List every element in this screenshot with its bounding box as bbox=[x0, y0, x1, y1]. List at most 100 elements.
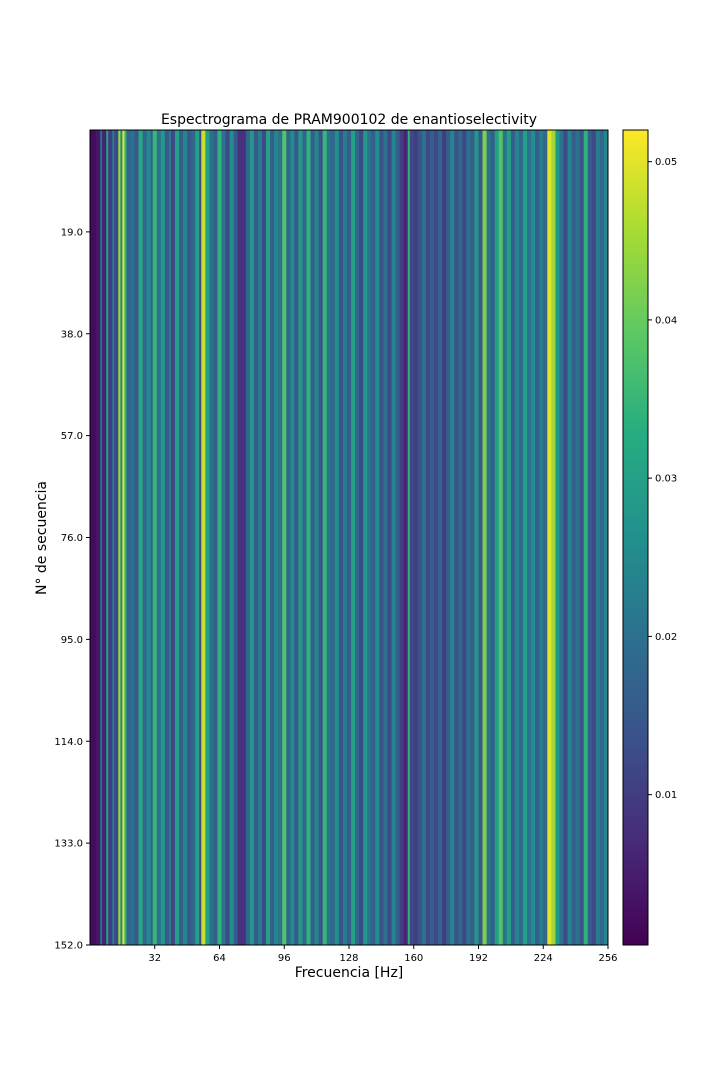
heatmap-column bbox=[150, 130, 154, 945]
heatmap-column bbox=[555, 130, 560, 945]
heatmap-column bbox=[579, 130, 585, 945]
y-tick-label: 133.0 bbox=[54, 839, 83, 850]
heatmap-column bbox=[383, 130, 388, 945]
heatmap-column bbox=[156, 130, 162, 945]
heatmap-column bbox=[112, 130, 115, 945]
heatmap-column bbox=[583, 130, 589, 945]
heatmap-column bbox=[334, 130, 340, 945]
heatmap-column bbox=[603, 130, 608, 945]
heatmap-column bbox=[551, 130, 556, 945]
heatmap-column bbox=[518, 130, 524, 945]
heatmap-column bbox=[442, 130, 447, 945]
heatmap-column bbox=[134, 130, 139, 945]
heatmap-column bbox=[330, 130, 336, 945]
heatmap-column bbox=[209, 130, 214, 945]
heatmap-column bbox=[494, 130, 500, 945]
colorbar-tick-label: 0.02 bbox=[655, 632, 677, 643]
heatmap-column bbox=[257, 130, 263, 945]
y-tick-label: 114.0 bbox=[54, 737, 83, 748]
x-tick-label: 160 bbox=[404, 953, 423, 964]
heatmap-column bbox=[559, 130, 564, 945]
heatmap-column bbox=[124, 130, 127, 945]
heatmap-column bbox=[130, 130, 135, 945]
colorbar-tick-label: 0.01 bbox=[655, 790, 677, 801]
heatmap-column bbox=[379, 130, 384, 945]
heatmap-column bbox=[571, 130, 577, 945]
x-tick-label: 96 bbox=[278, 953, 291, 964]
heatmap-column bbox=[195, 130, 200, 945]
y-tick-label: 95.0 bbox=[61, 635, 83, 646]
heatmap-column bbox=[490, 130, 496, 945]
heatmap-column bbox=[318, 130, 324, 945]
heatmap-column bbox=[486, 130, 492, 945]
heatmap-column bbox=[466, 130, 471, 945]
chart-title: Espectrograma de PRAM900102 de enantiose… bbox=[161, 112, 537, 128]
heatmap-column bbox=[249, 130, 255, 945]
heatmap-column bbox=[114, 130, 119, 945]
y-tick-label: 38.0 bbox=[61, 329, 83, 340]
heatmap-column bbox=[274, 130, 279, 945]
heatmap-column bbox=[282, 130, 287, 945]
heatmap-column bbox=[302, 130, 307, 945]
heatmap-column bbox=[205, 130, 210, 945]
heatmap-column bbox=[183, 130, 188, 945]
x-tick-label: 32 bbox=[148, 953, 161, 964]
heatmap-column bbox=[322, 130, 328, 945]
heatmap-column bbox=[100, 130, 103, 945]
heatmap-column bbox=[417, 130, 423, 945]
heatmap-column bbox=[498, 130, 504, 945]
heatmap-column bbox=[164, 130, 170, 945]
heatmap-column bbox=[138, 130, 144, 945]
heatmap-column bbox=[314, 130, 320, 945]
heatmap-column bbox=[253, 130, 259, 945]
heatmap-column bbox=[102, 130, 107, 945]
heatmap-column bbox=[126, 130, 131, 945]
heatmap-column bbox=[342, 130, 348, 945]
heatmap-column bbox=[191, 130, 196, 945]
heatmap-area bbox=[90, 130, 608, 945]
heatmap-column bbox=[450, 130, 455, 945]
heatmap-column bbox=[168, 130, 172, 945]
heatmap-column bbox=[575, 130, 581, 945]
heatmap-column bbox=[371, 130, 376, 945]
heatmap-column bbox=[425, 130, 431, 945]
heatmap-column bbox=[160, 130, 166, 945]
heatmap-column bbox=[170, 130, 176, 945]
heatmap-column bbox=[270, 130, 275, 945]
heatmap-column bbox=[523, 130, 528, 945]
x-tick-label: 224 bbox=[534, 953, 553, 964]
y-tick-label: 76.0 bbox=[61, 533, 83, 544]
heatmap-column bbox=[543, 130, 548, 945]
heatmap-column bbox=[595, 130, 601, 945]
heatmap-column bbox=[413, 130, 419, 945]
colorbar-axis: 0.01 0.02 0.03 0.04 0.05 bbox=[648, 157, 677, 801]
heatmap-column bbox=[120, 130, 123, 945]
heatmap-column bbox=[96, 130, 101, 945]
heatmap-column bbox=[106, 130, 109, 945]
heatmap-column bbox=[399, 130, 405, 945]
heatmap-column bbox=[237, 130, 247, 945]
heatmap-column bbox=[387, 130, 392, 945]
heatmap-column bbox=[294, 130, 299, 945]
heatmap-column bbox=[535, 130, 540, 945]
heatmap-column bbox=[90, 130, 97, 945]
heatmap-column bbox=[261, 130, 267, 945]
x-tick-label: 192 bbox=[469, 953, 488, 964]
heatmap-column bbox=[199, 130, 202, 945]
heatmap-column bbox=[403, 130, 409, 945]
x-axis-label: Frecuencia [Hz] bbox=[295, 965, 404, 981]
heatmap-column bbox=[346, 130, 352, 945]
heatmap-column bbox=[482, 130, 487, 945]
heatmap-column bbox=[179, 130, 184, 945]
heatmap-column bbox=[298, 130, 303, 945]
heatmap-column bbox=[286, 130, 291, 945]
heatmap-column bbox=[547, 130, 552, 945]
heatmap-column bbox=[359, 130, 364, 945]
heatmap-column bbox=[531, 130, 536, 945]
heatmap-column bbox=[338, 130, 344, 945]
heatmap-column bbox=[454, 130, 459, 945]
colorbar-tick-label: 0.05 bbox=[655, 157, 677, 168]
y-tick-label: 152.0 bbox=[54, 941, 83, 952]
heatmap-column bbox=[266, 130, 271, 945]
heatmap-column bbox=[478, 130, 483, 945]
